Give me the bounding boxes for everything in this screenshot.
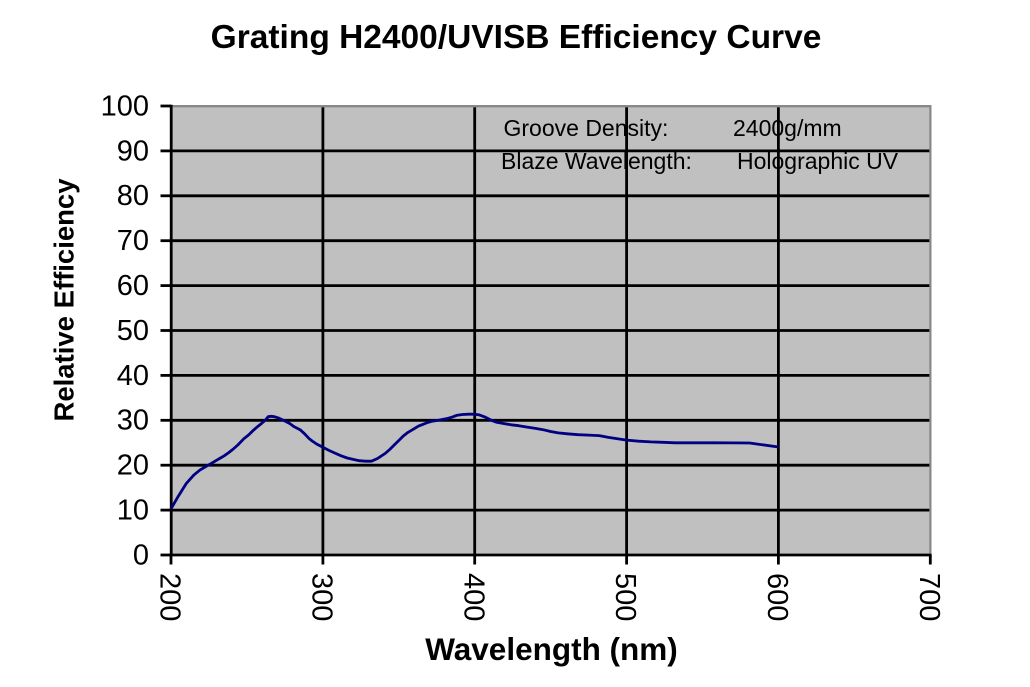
svg-text:200: 200: [154, 573, 186, 621]
svg-text:10: 10: [117, 495, 149, 527]
svg-text:60: 60: [117, 270, 149, 302]
svg-text:300: 300: [306, 573, 338, 621]
svg-text:Blaze Wavelength:: Blaze Wavelength:: [501, 148, 692, 174]
svg-text:Holographic UV: Holographic UV: [737, 148, 899, 174]
svg-text:80: 80: [117, 180, 149, 212]
svg-text:Groove Density:: Groove Density:: [504, 115, 669, 141]
svg-text:30: 30: [117, 405, 149, 437]
svg-text:600: 600: [761, 573, 793, 621]
svg-text:90: 90: [117, 135, 149, 167]
svg-text:70: 70: [117, 225, 149, 257]
svg-text:20: 20: [117, 450, 149, 482]
svg-text:Wavelength (nm): Wavelength (nm): [425, 631, 678, 667]
svg-text:700: 700: [913, 573, 945, 621]
svg-text:100: 100: [101, 90, 149, 122]
svg-text:0: 0: [133, 539, 149, 571]
svg-text:50: 50: [117, 315, 149, 347]
svg-text:Grating H2400/UVISB Efficiency: Grating H2400/UVISB Efficiency Curve: [211, 19, 822, 56]
svg-text:40: 40: [117, 360, 149, 392]
svg-text:500: 500: [609, 573, 641, 621]
svg-text:Relative Efficiency: Relative Efficiency: [49, 178, 80, 422]
svg-text:2400g/mm: 2400g/mm: [733, 115, 842, 141]
svg-text:400: 400: [457, 573, 489, 621]
